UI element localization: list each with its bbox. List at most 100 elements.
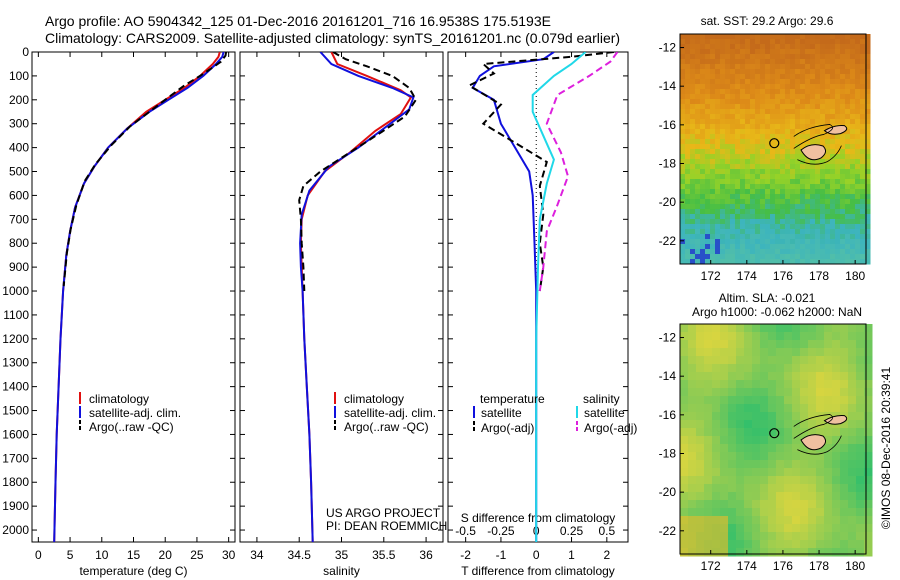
map-cell xyxy=(820,59,826,65)
map-cell xyxy=(730,99,736,105)
map-cell xyxy=(755,244,761,250)
map-cell xyxy=(795,74,801,80)
map-cell xyxy=(865,54,871,60)
map-cell xyxy=(825,189,831,195)
map-cell xyxy=(705,254,711,260)
map-lat-tick-label: -16 xyxy=(659,118,677,132)
map-cell xyxy=(705,259,711,265)
map-cell xyxy=(785,109,791,115)
map-cell xyxy=(825,179,831,185)
map-cell xyxy=(820,134,826,140)
map-cell xyxy=(740,244,746,250)
map-cell xyxy=(720,219,726,225)
map-cell xyxy=(865,64,871,70)
map-cell xyxy=(845,99,851,105)
legend-label: satellite-adj. clim. xyxy=(344,406,436,420)
map-cell xyxy=(705,164,711,170)
map-cell xyxy=(848,372,857,381)
map-cell xyxy=(704,332,713,341)
map-cell xyxy=(690,49,696,55)
map-cell xyxy=(735,199,741,205)
map-cell xyxy=(795,149,801,155)
map-cell xyxy=(785,44,791,50)
map-cell xyxy=(720,356,729,365)
map-cell xyxy=(715,39,721,45)
map-cell xyxy=(695,149,701,155)
map-cell xyxy=(810,209,816,215)
map-cell xyxy=(850,74,856,80)
map-cell xyxy=(768,524,777,533)
map-cell xyxy=(795,194,801,200)
map-cell xyxy=(690,164,696,170)
map-cell xyxy=(840,524,849,533)
map-cell xyxy=(815,114,821,120)
map-cell xyxy=(725,139,731,145)
map-cell xyxy=(710,179,716,185)
map-cell xyxy=(696,388,705,397)
depth-tick-label: 100 xyxy=(9,69,29,83)
map-cell xyxy=(790,34,796,40)
map-cell xyxy=(700,139,706,145)
map-cell xyxy=(824,348,833,357)
map-cell xyxy=(820,189,826,195)
map-cell xyxy=(720,169,726,175)
map-cell xyxy=(860,114,866,120)
map-cell xyxy=(735,229,741,235)
map-cell xyxy=(835,244,841,250)
map-cell xyxy=(712,332,721,341)
map-cell xyxy=(730,194,736,200)
map-cell xyxy=(705,234,711,240)
map-cell xyxy=(784,548,793,557)
map-cell xyxy=(860,169,866,175)
sst-map xyxy=(680,34,871,265)
map-cell xyxy=(864,428,873,437)
map-cell xyxy=(712,348,721,357)
map-cell xyxy=(775,189,781,195)
map-cell xyxy=(680,84,686,90)
map-cell xyxy=(720,396,729,405)
map-cell xyxy=(845,184,851,190)
map-cell xyxy=(810,164,816,170)
map-cell xyxy=(735,99,741,105)
map-cell xyxy=(690,189,696,195)
map-cell xyxy=(816,548,825,557)
map-cell xyxy=(775,109,781,115)
map-cell xyxy=(784,364,793,373)
map-cell xyxy=(688,548,697,557)
map-cell xyxy=(864,388,873,397)
map-cell xyxy=(740,69,746,75)
map-cell xyxy=(825,244,831,250)
map-cell xyxy=(765,259,771,265)
map-cell xyxy=(680,114,686,120)
map-cell xyxy=(710,144,716,150)
map-cell xyxy=(805,59,811,65)
map-cell xyxy=(760,420,769,429)
map-cell xyxy=(755,204,761,210)
map-cell xyxy=(775,249,781,255)
map-cell xyxy=(790,109,796,115)
map-cell xyxy=(725,124,731,130)
map-cell xyxy=(810,64,816,70)
map-cell xyxy=(760,234,766,240)
map-cell xyxy=(780,184,786,190)
map-cell xyxy=(800,194,806,200)
map-cell xyxy=(816,380,825,389)
depth-tick-label: 2000 xyxy=(2,523,29,537)
map-cell xyxy=(800,460,809,469)
map-cell xyxy=(710,69,716,75)
map-cell xyxy=(750,164,756,170)
map-cell xyxy=(760,249,766,255)
map-cell xyxy=(765,129,771,135)
map-cell xyxy=(775,49,781,55)
map-cell xyxy=(715,139,721,145)
map-cell xyxy=(792,532,801,541)
map-cell xyxy=(705,119,711,125)
map-cell xyxy=(776,364,785,373)
map-cell xyxy=(760,209,766,215)
legend-label: Argo(..raw -QC) xyxy=(89,420,174,434)
map-cell xyxy=(705,194,711,200)
map-cell xyxy=(855,49,861,55)
map-cell xyxy=(760,39,766,45)
map-cell xyxy=(695,44,701,50)
map-cell xyxy=(775,134,781,140)
